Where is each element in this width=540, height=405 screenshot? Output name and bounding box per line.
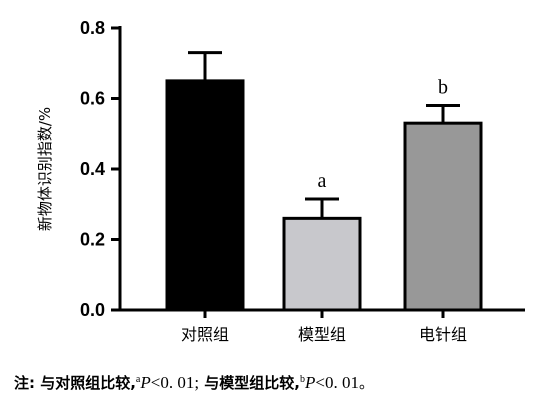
bar	[165, 79, 245, 312]
caption-sup-a: a	[135, 374, 141, 385]
bar	[282, 216, 362, 312]
y-tick-label: 0.2	[80, 230, 105, 250]
y-tick-label: 0.8	[80, 18, 105, 38]
caption-middle: 与模型组比较,	[199, 374, 300, 392]
caption-sup-b: b	[300, 374, 305, 385]
x-tick-label: 对照组	[181, 325, 229, 344]
x-ticks: 对照组 模型组 电针组	[181, 310, 467, 344]
bars: ab	[165, 51, 483, 312]
y-tick-label: 0.4	[80, 159, 105, 179]
caption-threshold-a: <0. 01;	[150, 373, 200, 392]
x-tick-label: 电针组	[419, 325, 467, 344]
significance-label: b	[438, 77, 448, 99]
y-tick-label: 0.0	[80, 300, 105, 320]
caption-p-b: P	[305, 373, 316, 392]
y-ticks: 0.0 0.2 0.4 0.6 0.8	[80, 18, 120, 320]
x-tick-label: 模型组	[298, 325, 346, 344]
figure-caption: 注: 与对照组比较,aP<0. 01; 与模型组比较,bP<0. 01。	[14, 372, 534, 393]
caption-threshold-b: <0. 01	[315, 373, 359, 392]
caption-end: 。	[358, 374, 374, 392]
y-axis: 0.0 0.2 0.4 0.6 0.8 新物体识别指数/%	[36, 18, 122, 320]
caption-p-a: P	[140, 373, 151, 392]
bar-chart: 0.00.20.40.60.8 新物体识别指数/% 对照组 模型组 电针组 ab	[36, 18, 525, 344]
bar	[403, 121, 483, 312]
y-tick-label: 0.6	[80, 89, 105, 109]
y-axis-title: 新物体识别指数/%	[36, 107, 54, 231]
x-axis: 对照组 模型组 电针组	[118, 308, 525, 344]
significance-label: a	[318, 170, 327, 192]
caption-prefix: 注: 与对照组比较,	[14, 374, 136, 392]
